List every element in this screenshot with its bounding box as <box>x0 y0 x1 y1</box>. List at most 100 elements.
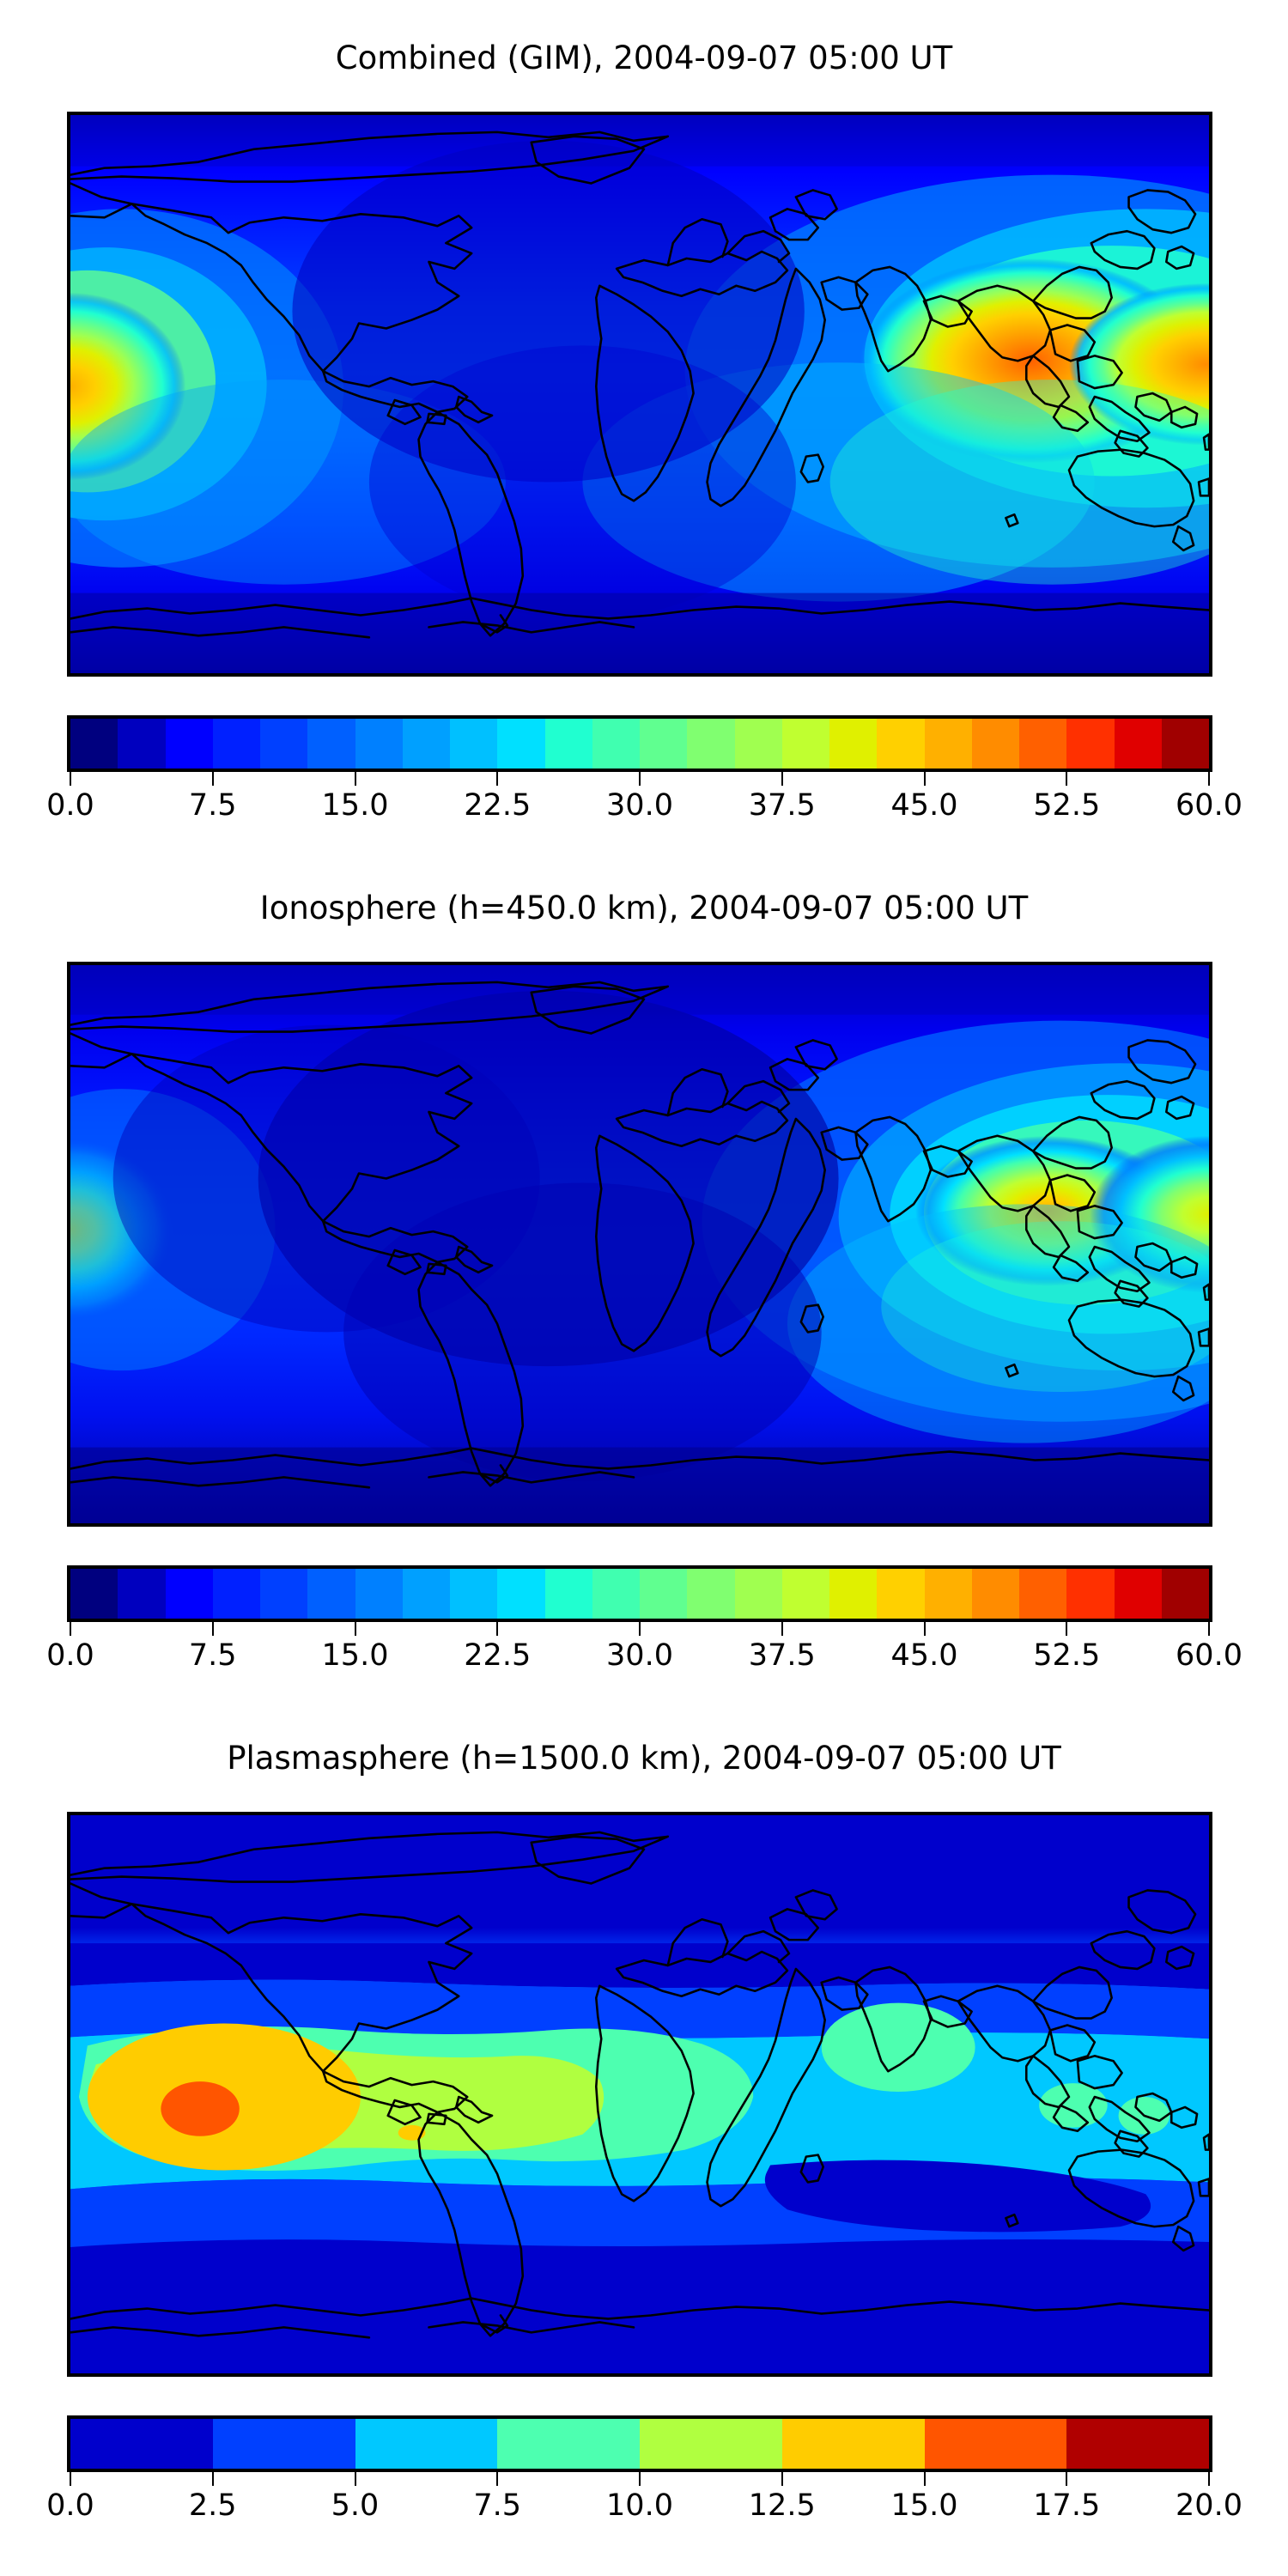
colorbar-tick <box>354 2472 356 2486</box>
colorbar-tick-label: 5.0 <box>331 2488 380 2523</box>
colorbar-segment <box>165 719 213 769</box>
colorbar-segment <box>212 719 260 769</box>
colorbar-segment <box>355 719 403 769</box>
colorbar-segment <box>924 1569 972 1619</box>
colorbar-tick-label: 0.0 <box>46 2488 94 2523</box>
colorbar-segment <box>1066 1569 1115 1619</box>
colorbar-tick <box>211 772 214 786</box>
colorbar-segment <box>307 1569 355 1619</box>
colorbar-segment <box>592 1569 640 1619</box>
colorbar-tick-label: 20.0 <box>1176 2488 1242 2523</box>
colorbar-segment <box>687 719 735 769</box>
colorbar-segment <box>118 719 166 769</box>
map-combined-gim <box>67 112 1212 677</box>
colorbar-tick-label: 15.0 <box>890 2488 958 2523</box>
colorbar-tick-label: 0.0 <box>46 788 94 823</box>
colorbar-tick-label: 15.0 <box>321 1638 389 1673</box>
colorbar-tick <box>1208 772 1210 786</box>
coastlines <box>70 1831 1209 2339</box>
colorbar-segment <box>781 719 829 769</box>
colorbar-segment <box>829 1569 878 1619</box>
colorbar-tick-label: 2.5 <box>188 2488 237 2523</box>
colorbar-tick <box>639 2472 641 2486</box>
colorbar-segment <box>212 2419 355 2469</box>
colorbar-segment <box>544 719 592 769</box>
colorbar-segment <box>1066 2419 1209 2469</box>
colorbar-tick <box>923 2472 926 2486</box>
colorbar-segment <box>260 1569 308 1619</box>
colorbar-tick <box>70 2472 71 2486</box>
colorbar-tick-label: 37.5 <box>748 1638 816 1673</box>
colorbar-tick <box>70 1622 71 1636</box>
colorbar-segment <box>1114 719 1162 769</box>
colorbar-tick-label: 45.0 <box>890 1638 958 1673</box>
colorbar-segment <box>402 719 450 769</box>
colorbar-tick <box>1066 772 1068 786</box>
colorbar-combined-gim <box>67 715 1212 772</box>
panel-combined-gim: Combined (GIM), 2004-09-07 05:00 UT <box>0 0 1288 859</box>
colorbar-tick-label: 37.5 <box>748 788 816 823</box>
colorbar-segment <box>924 2419 1067 2469</box>
colorbar-segment <box>70 1569 118 1619</box>
colorbar-segment <box>1161 719 1209 769</box>
colorbar-tick <box>781 2472 783 2486</box>
colorbar-tick-label: 52.5 <box>1033 1638 1101 1673</box>
colorbar-segment <box>640 719 688 769</box>
colorbar-tick <box>496 1622 499 1636</box>
colorbar-segment <box>165 1569 213 1619</box>
colorbar-tick-label: 7.5 <box>188 1638 237 1673</box>
colorbar-tick-label: 60.0 <box>1176 788 1242 823</box>
colorbar-segment <box>877 719 925 769</box>
colorbar-segment <box>402 1569 450 1619</box>
colorbar-segment <box>544 1569 592 1619</box>
colorbar-tick-label: 7.5 <box>188 788 237 823</box>
colorbar-tick-label: 60.0 <box>1176 1638 1242 1673</box>
colorbar-tick <box>923 772 926 786</box>
colorbar-segment <box>687 1569 735 1619</box>
colorbar-tick <box>70 772 71 786</box>
tec-field-combined-gim <box>70 115 1209 673</box>
colorbar-ticks-ionosphere <box>67 1622 1212 1637</box>
colorbar-tick <box>639 772 641 786</box>
colorbar-tick-label: 12.5 <box>748 2488 816 2523</box>
panel-title-plasmasphere: Plasmasphere (h=1500.0 km), 2004-09-07 0… <box>227 1740 1061 1777</box>
colorbar-segment <box>781 1569 829 1619</box>
colorbar-tick-label: 10.0 <box>606 2488 673 2523</box>
colorbar-segment <box>450 719 498 769</box>
colorbar-segment <box>734 1569 782 1619</box>
colorbar-segment <box>70 2419 213 2469</box>
colorbar-segment <box>497 719 545 769</box>
colorbar-segment <box>70 719 118 769</box>
colorbar-segment <box>1114 1569 1162 1619</box>
colorbar-tick-label: 22.5 <box>464 1638 532 1673</box>
coastlines <box>70 131 1209 639</box>
panel-plasmasphere: Plasmasphere (h=1500.0 km), 2004-09-07 0… <box>0 1700 1288 2576</box>
colorbar-segment <box>1019 1569 1067 1619</box>
colorbar-segment <box>592 719 640 769</box>
colorbar-tick <box>639 1622 641 1636</box>
colorbar-segment <box>118 1569 166 1619</box>
colorbar-tick <box>496 2472 499 2486</box>
colorbar-segment <box>1019 719 1067 769</box>
colorbar-segment <box>640 1569 688 1619</box>
colorbar-segment <box>212 1569 260 1619</box>
colorbar-ticks-combined-gim <box>67 772 1212 787</box>
colorbar-tick-label: 7.5 <box>473 2488 522 2523</box>
colorbar-segment <box>971 719 1019 769</box>
colorbar-segment <box>734 719 782 769</box>
colorbar-segment <box>877 1569 925 1619</box>
colorbar-segment <box>450 1569 498 1619</box>
colorbar-segment <box>829 719 878 769</box>
colorbar-ionosphere <box>67 1565 1212 1622</box>
coastlines <box>70 981 1209 1489</box>
colorbar-tick <box>1208 2472 1210 2486</box>
colorbar-tick-label: 15.0 <box>321 788 389 823</box>
colorbar-segment <box>497 1569 545 1619</box>
colorbar-tick <box>354 772 356 786</box>
colorbar-tick <box>211 1622 214 1636</box>
colorbar-tick <box>781 1622 783 1636</box>
panel-ionosphere: Ionosphere (h=450.0 km), 2004-09-07 05:0… <box>0 850 1288 1709</box>
colorbar-segment <box>971 1569 1019 1619</box>
map-plasmasphere <box>67 1812 1212 2377</box>
